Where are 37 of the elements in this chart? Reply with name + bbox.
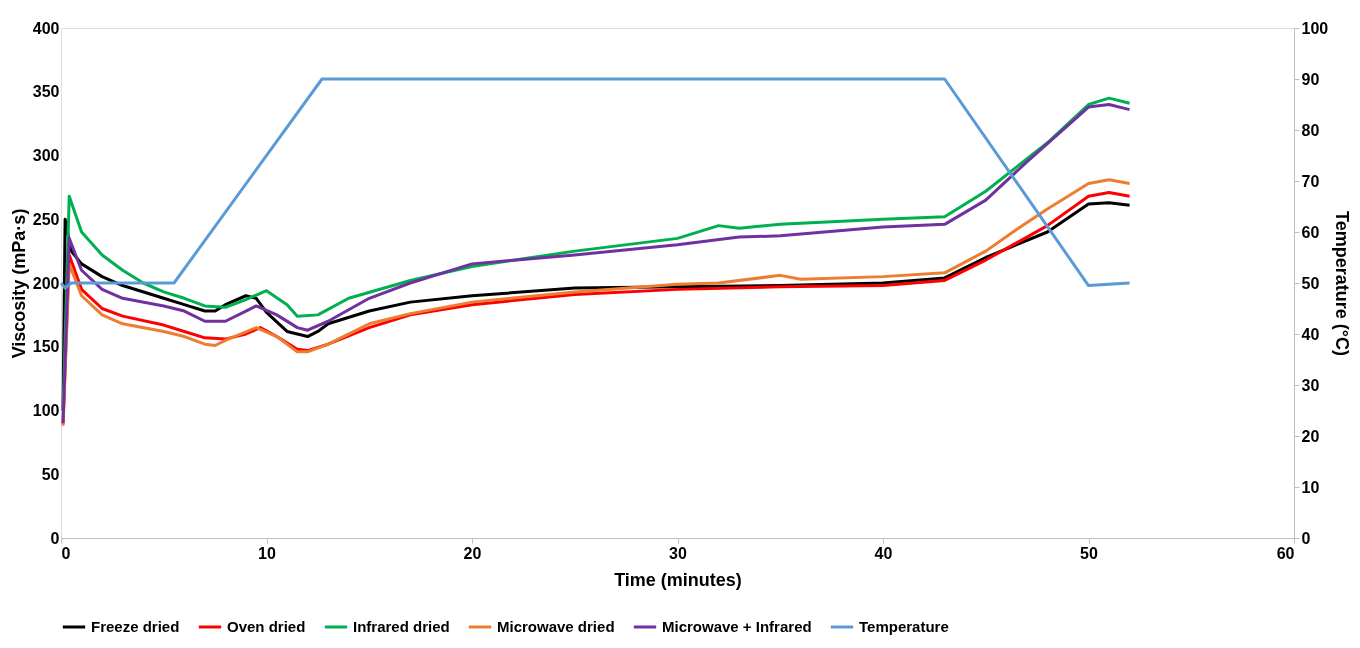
y2-tick-label: 30 (1301, 376, 1320, 394)
x-axis-title: Time (minutes) (614, 569, 742, 590)
x-tick-label: 10 (258, 544, 276, 562)
y-axis-title: Viscosity (mPa·s) (8, 208, 29, 359)
x-tick-label: 40 (874, 544, 893, 562)
x-tick-label: 60 (1276, 544, 1295, 562)
y2-tick-label: 0 (1301, 529, 1311, 547)
y2-tick-label: 20 (1301, 427, 1320, 445)
y2-tick-label: 40 (1301, 325, 1320, 343)
legend-label: Microwave + Infrared (662, 618, 812, 635)
y-tick-label: 100 (32, 402, 60, 419)
y-tick-label: 350 (32, 83, 60, 101)
x-tick-label: 50 (1080, 544, 1098, 562)
legend-label: Freeze dried (91, 618, 180, 635)
y-tick-label: 250 (32, 210, 60, 228)
legend-label: Microwave dried (497, 618, 615, 635)
y-tick-label: 50 (41, 465, 60, 483)
y-tick-label: 400 (32, 19, 60, 37)
y2-tick-label: 100 (1301, 19, 1329, 37)
y-tick-label: 200 (32, 274, 60, 292)
x-tick-label: 20 (463, 544, 482, 562)
y2-tick-label: 10 (1301, 478, 1320, 496)
y2-tick-label: 50 (1301, 274, 1320, 292)
y-tick-label: 0 (50, 529, 60, 547)
line-series (59, 77, 1132, 290)
legend-label: Infrared dried (353, 618, 450, 635)
y-tick-label: 300 (32, 147, 60, 164)
legend-label: Oven dried (227, 618, 306, 635)
y2-tick-label: 90 (1301, 70, 1320, 88)
y2-axis-title: Temperature (°C) (1332, 211, 1353, 356)
y2-tick-label: 80 (1301, 121, 1320, 139)
x-tick-label: 30 (669, 544, 687, 562)
x-tick-label: 0 (61, 544, 71, 562)
y-tick-label: 150 (32, 338, 60, 356)
y2-tick-label: 60 (1301, 223, 1320, 241)
legend-label: Temperature (859, 618, 949, 635)
y2-tick-label: 70 (1301, 172, 1320, 190)
